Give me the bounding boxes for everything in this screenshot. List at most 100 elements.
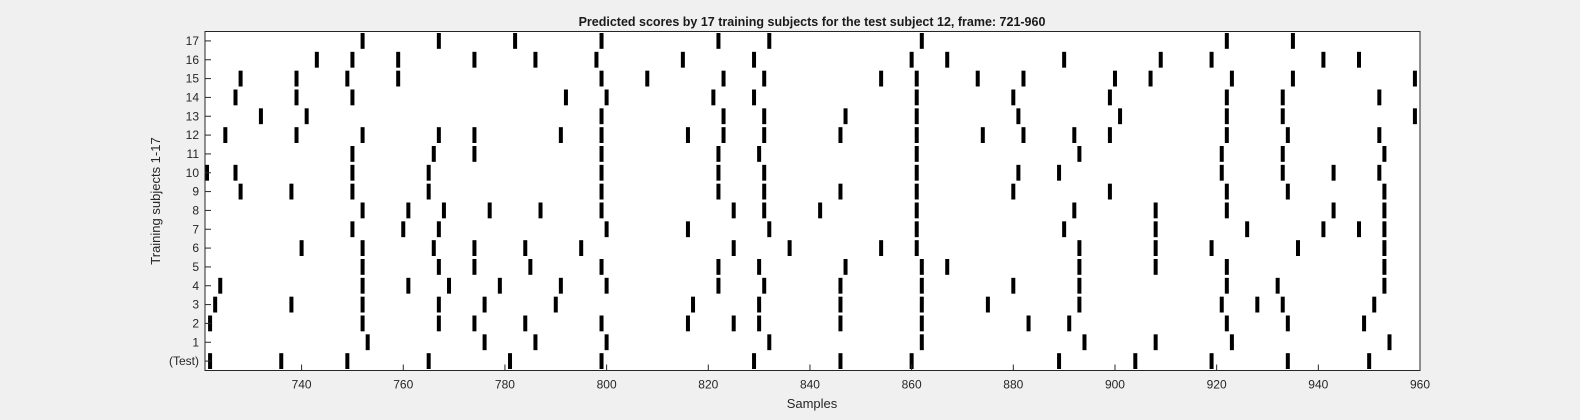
raster-mark bbox=[818, 202, 823, 219]
raster-mark bbox=[914, 183, 919, 200]
raster-mark bbox=[1011, 89, 1016, 106]
raster-mark bbox=[919, 315, 924, 332]
raster-mark bbox=[472, 51, 477, 68]
raster-mark bbox=[909, 353, 914, 369]
y-tick-label: 5 bbox=[192, 260, 199, 274]
raster-mark bbox=[1077, 277, 1082, 294]
raster-mark bbox=[1367, 353, 1372, 369]
raster-mark bbox=[360, 315, 365, 332]
y-tick-label: 8 bbox=[192, 203, 199, 217]
raster-mark bbox=[752, 89, 757, 106]
raster-mark bbox=[1224, 108, 1229, 125]
raster-mark bbox=[1357, 221, 1361, 238]
raster-mark bbox=[482, 334, 487, 351]
raster-mark bbox=[579, 240, 584, 256]
raster-mark bbox=[680, 51, 685, 68]
raster-mark bbox=[599, 202, 604, 219]
raster-mark bbox=[762, 108, 767, 125]
raster-mark bbox=[1011, 183, 1016, 200]
raster-mark bbox=[436, 33, 441, 49]
raster-mark bbox=[767, 334, 772, 351]
raster-mark bbox=[1377, 127, 1382, 143]
chart-title: Predicted scores by 17 training subjects… bbox=[579, 15, 1046, 29]
raster-mark bbox=[1072, 202, 1077, 219]
raster-mark bbox=[558, 127, 563, 143]
raster-mark bbox=[533, 51, 538, 68]
raster-mark bbox=[752, 51, 757, 68]
raster-mark bbox=[289, 183, 294, 200]
raster-mark bbox=[431, 240, 436, 256]
raster-mark bbox=[945, 51, 950, 68]
raster-mark bbox=[1382, 259, 1387, 275]
y-tick-label: 10 bbox=[186, 166, 200, 180]
raster-mark bbox=[1224, 202, 1229, 219]
raster-mark bbox=[879, 240, 884, 256]
raster-mark bbox=[1255, 296, 1260, 313]
raster-mark bbox=[1357, 51, 1361, 68]
raster-mark bbox=[436, 221, 441, 238]
raster-mark bbox=[1016, 108, 1021, 125]
raster-mark bbox=[1021, 70, 1026, 87]
raster-mark bbox=[757, 315, 762, 332]
raster-mark bbox=[1026, 315, 1031, 332]
raster-mark bbox=[914, 221, 919, 238]
x-tick-label: 920 bbox=[1207, 378, 1227, 392]
raster-mark bbox=[304, 108, 309, 125]
raster-mark bbox=[914, 146, 919, 162]
raster-mark bbox=[599, 33, 604, 49]
raster-mark bbox=[599, 259, 604, 275]
raster-mark bbox=[360, 240, 365, 256]
raster-mark bbox=[752, 353, 757, 369]
raster-mark bbox=[1219, 146, 1224, 162]
y-tick-label: 1 bbox=[192, 335, 199, 349]
raster-mark bbox=[345, 70, 350, 87]
raster-mark bbox=[360, 127, 365, 143]
raster-mark bbox=[431, 146, 436, 162]
raster-mark bbox=[472, 240, 477, 256]
raster-mark bbox=[472, 146, 477, 162]
raster-mark bbox=[1321, 221, 1326, 238]
raster-mark bbox=[401, 221, 406, 238]
raster-mark bbox=[294, 89, 299, 106]
x-tick-label: 820 bbox=[698, 378, 718, 392]
raster-mark bbox=[919, 259, 924, 275]
raster-mark bbox=[1377, 164, 1382, 181]
raster-mark bbox=[513, 33, 518, 49]
raster-mark bbox=[1382, 146, 1387, 162]
raster-mark bbox=[1382, 240, 1387, 256]
raster-mark bbox=[599, 183, 604, 200]
raster-mark bbox=[762, 277, 767, 294]
raster-mark bbox=[980, 127, 985, 143]
raster-mark bbox=[1387, 334, 1392, 351]
raster-mark bbox=[1280, 146, 1285, 162]
raster-mark bbox=[604, 277, 609, 294]
raster-mark bbox=[721, 108, 726, 125]
raster-mark bbox=[1062, 51, 1067, 68]
raster-mark bbox=[762, 127, 767, 143]
raster-mark bbox=[396, 51, 401, 68]
y-tick-label: 6 bbox=[192, 241, 199, 255]
raster-mark bbox=[1224, 183, 1229, 200]
y-tick-label: 2 bbox=[192, 316, 199, 330]
raster-mark bbox=[1072, 127, 1077, 143]
raster-mark bbox=[294, 70, 299, 87]
y-tick-label: 7 bbox=[192, 222, 199, 236]
raster-mark bbox=[757, 146, 762, 162]
raster-mark bbox=[350, 51, 355, 68]
raster-mark bbox=[1107, 127, 1112, 143]
raster-mark bbox=[1077, 240, 1082, 256]
y-tick-label: 17 bbox=[186, 34, 200, 48]
raster-mark bbox=[1118, 108, 1123, 125]
raster-mark bbox=[1295, 240, 1300, 256]
raster-mark bbox=[843, 108, 848, 125]
raster-mark bbox=[1016, 164, 1021, 181]
raster-mark bbox=[360, 296, 365, 313]
x-tick-label: 740 bbox=[292, 378, 312, 392]
raster-mark bbox=[645, 70, 650, 87]
raster-mark bbox=[1382, 183, 1387, 200]
raster-mark bbox=[350, 89, 355, 106]
raster-mark bbox=[914, 202, 919, 219]
raster-mark bbox=[1158, 51, 1163, 68]
raster-mark bbox=[1290, 70, 1295, 87]
